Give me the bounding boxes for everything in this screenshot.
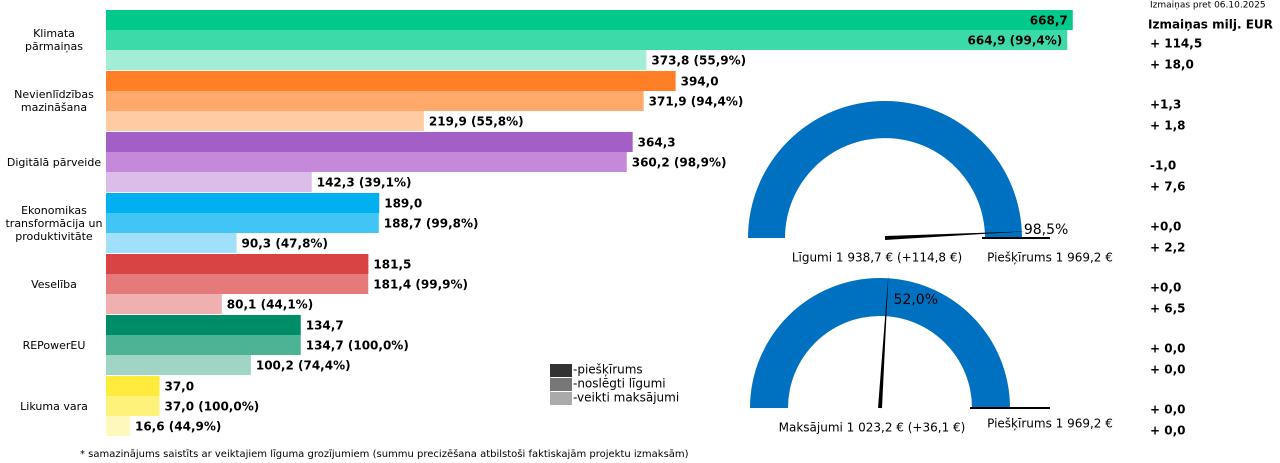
bar	[106, 355, 251, 375]
value-label: 219,9 (55,8%)	[429, 115, 524, 129]
value-label: 360,2 (98,9%)	[632, 156, 727, 170]
value-label: 364,3	[638, 136, 676, 150]
bar	[106, 254, 369, 274]
change-label: + 0,0	[1150, 424, 1186, 438]
category-label: Klimata pārmaiņas	[24, 27, 83, 53]
bar	[106, 30, 1068, 50]
bar	[106, 335, 301, 355]
legend-swatch	[550, 364, 572, 377]
category-label: REPowerEU	[22, 338, 86, 352]
value-label: 80,1 (44,1%)	[227, 298, 313, 312]
gauge-max-label: Piešķīrums 1 969,2 €	[987, 251, 1113, 265]
value-label: 134,7	[306, 319, 344, 333]
value-label: 16,6 (44,9%)	[135, 420, 221, 434]
bar	[106, 274, 369, 294]
category-label: Nevienlīdzības mazināšana	[14, 88, 94, 114]
bar	[106, 315, 301, 335]
change-label: + 0,0	[1150, 403, 1186, 417]
change-label: + 18,0	[1150, 58, 1194, 72]
value-label: 37,0 (100,0%)	[164, 400, 259, 414]
bar	[106, 111, 424, 131]
legend-label: -veikti maksājumi	[573, 391, 679, 405]
bar	[106, 152, 627, 172]
legend-label: -noslēgti līgumi	[573, 377, 666, 391]
value-label: 181,5	[373, 258, 411, 272]
change-label: +1,3	[1150, 98, 1181, 112]
gauge-value: 52,0%	[894, 292, 938, 308]
change-label: + 0,0	[1150, 342, 1186, 356]
bar	[106, 193, 380, 213]
change-label: + 114,5	[1150, 37, 1202, 51]
change-label: + 2,2	[1150, 241, 1186, 255]
value-label: 134,7 (100,0%)	[306, 339, 409, 353]
gauge-value: 98,5%	[1024, 222, 1068, 238]
category-label: Ekonomikas transformācija un produktivit…	[5, 203, 103, 243]
changes-header: Izmaiņas milj. EUR	[1148, 18, 1273, 32]
bar	[106, 91, 644, 111]
bar	[106, 213, 379, 233]
gauge-label: Līgumi 1 938,7 € (+114,8 €)	[792, 251, 962, 265]
change-label: +0,0	[1150, 220, 1181, 234]
legend-swatch	[550, 378, 572, 391]
category-label: Digitālā pārveide	[6, 155, 102, 169]
value-label: 100,2 (74,4%)	[256, 359, 351, 373]
value-label: 142,3 (39,1%)	[317, 176, 412, 190]
change-label: -1,0	[1150, 159, 1176, 173]
bar	[106, 71, 676, 91]
gauge-needle	[878, 274, 889, 409]
gauge-band	[750, 278, 1010, 408]
category-label: Veselība	[31, 277, 77, 291]
value-label: 181,4 (99,9%)	[373, 278, 468, 292]
gauge-band	[748, 101, 1022, 238]
value-label: 37,0	[164, 380, 194, 394]
bar	[106, 396, 160, 416]
gauge-needle	[884, 231, 1026, 240]
gauge-label: Maksājumi 1 023,2 € (+36,1 €)	[779, 421, 966, 435]
bar	[106, 416, 130, 436]
footnote: * samazinājums saistīts ar veiktajiem lī…	[80, 448, 689, 460]
bar	[106, 50, 647, 70]
bar	[106, 376, 160, 396]
value-label: 664,9 (99,4%)	[968, 34, 1063, 48]
value-label: 394,0	[681, 75, 719, 89]
legend-label: -piešķīrums	[573, 363, 643, 377]
bar	[106, 10, 1073, 30]
value-label: 188,7 (99,8%)	[384, 217, 479, 231]
bar	[106, 172, 312, 192]
change-label: + 6,5	[1150, 302, 1186, 316]
changes-title: Izmaiņas pret 06.10.2025	[1150, 1, 1266, 11]
bar	[106, 233, 237, 253]
bar	[106, 294, 222, 314]
value-label: 189,0	[384, 197, 422, 211]
value-label: 371,9 (94,4%)	[649, 95, 744, 109]
change-label: + 0,0	[1150, 363, 1186, 377]
value-label: 373,8 (55,9%)	[651, 54, 746, 68]
change-label: + 7,6	[1150, 180, 1186, 194]
value-label: 90,3 (47,8%)	[242, 237, 328, 251]
change-label: + 1,8	[1150, 119, 1186, 133]
gauge-max-label: Piešķīrums 1 969,2 €	[987, 417, 1113, 431]
bar	[106, 132, 633, 152]
value-label: 668,7	[1030, 14, 1068, 28]
legend-swatch	[550, 392, 572, 405]
category-label: Likuma vara	[20, 399, 88, 413]
change-label: +0,0	[1150, 281, 1181, 295]
